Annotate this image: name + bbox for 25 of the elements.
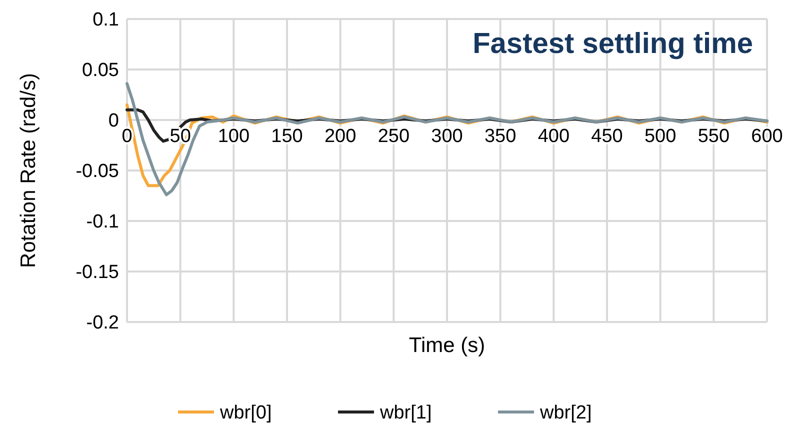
x-tick-label: 300 [431, 126, 463, 148]
x-axis-title: Time (s) [408, 334, 486, 357]
y-tick-label: 0.05 [82, 60, 119, 82]
y-tick-label: -0.15 [76, 262, 119, 284]
x-tick-label: 250 [378, 126, 410, 148]
y-tick-label: -0.2 [86, 312, 119, 334]
legend-label: wbr[0] [219, 402, 272, 424]
chart-title: Fastest settling time [472, 28, 753, 60]
legend-label: wbr[1] [379, 402, 432, 424]
x-tick-label: 500 [644, 126, 676, 148]
x-tick-label: 150 [271, 126, 303, 148]
x-tick-label: 450 [591, 126, 623, 148]
x-tick-label: 550 [698, 126, 730, 148]
x-tick-label: 350 [484, 126, 516, 148]
x-tick-label: 100 [218, 126, 250, 148]
x-tick-label: 200 [324, 126, 356, 148]
legend-label: wbr[2] [539, 402, 592, 424]
y-axis-title: Rotation Rate (rad/s) [17, 73, 40, 268]
x-tick-label: 400 [538, 126, 570, 148]
x-tick-label: 0 [122, 126, 132, 148]
x-tick-label: 600 [751, 126, 783, 148]
y-tick-label: -0.05 [76, 161, 119, 182]
y-tick-label: 0.1 [92, 10, 119, 31]
y-tick-label: 0 [108, 110, 119, 132]
y-tick-label: -0.1 [86, 212, 119, 233]
